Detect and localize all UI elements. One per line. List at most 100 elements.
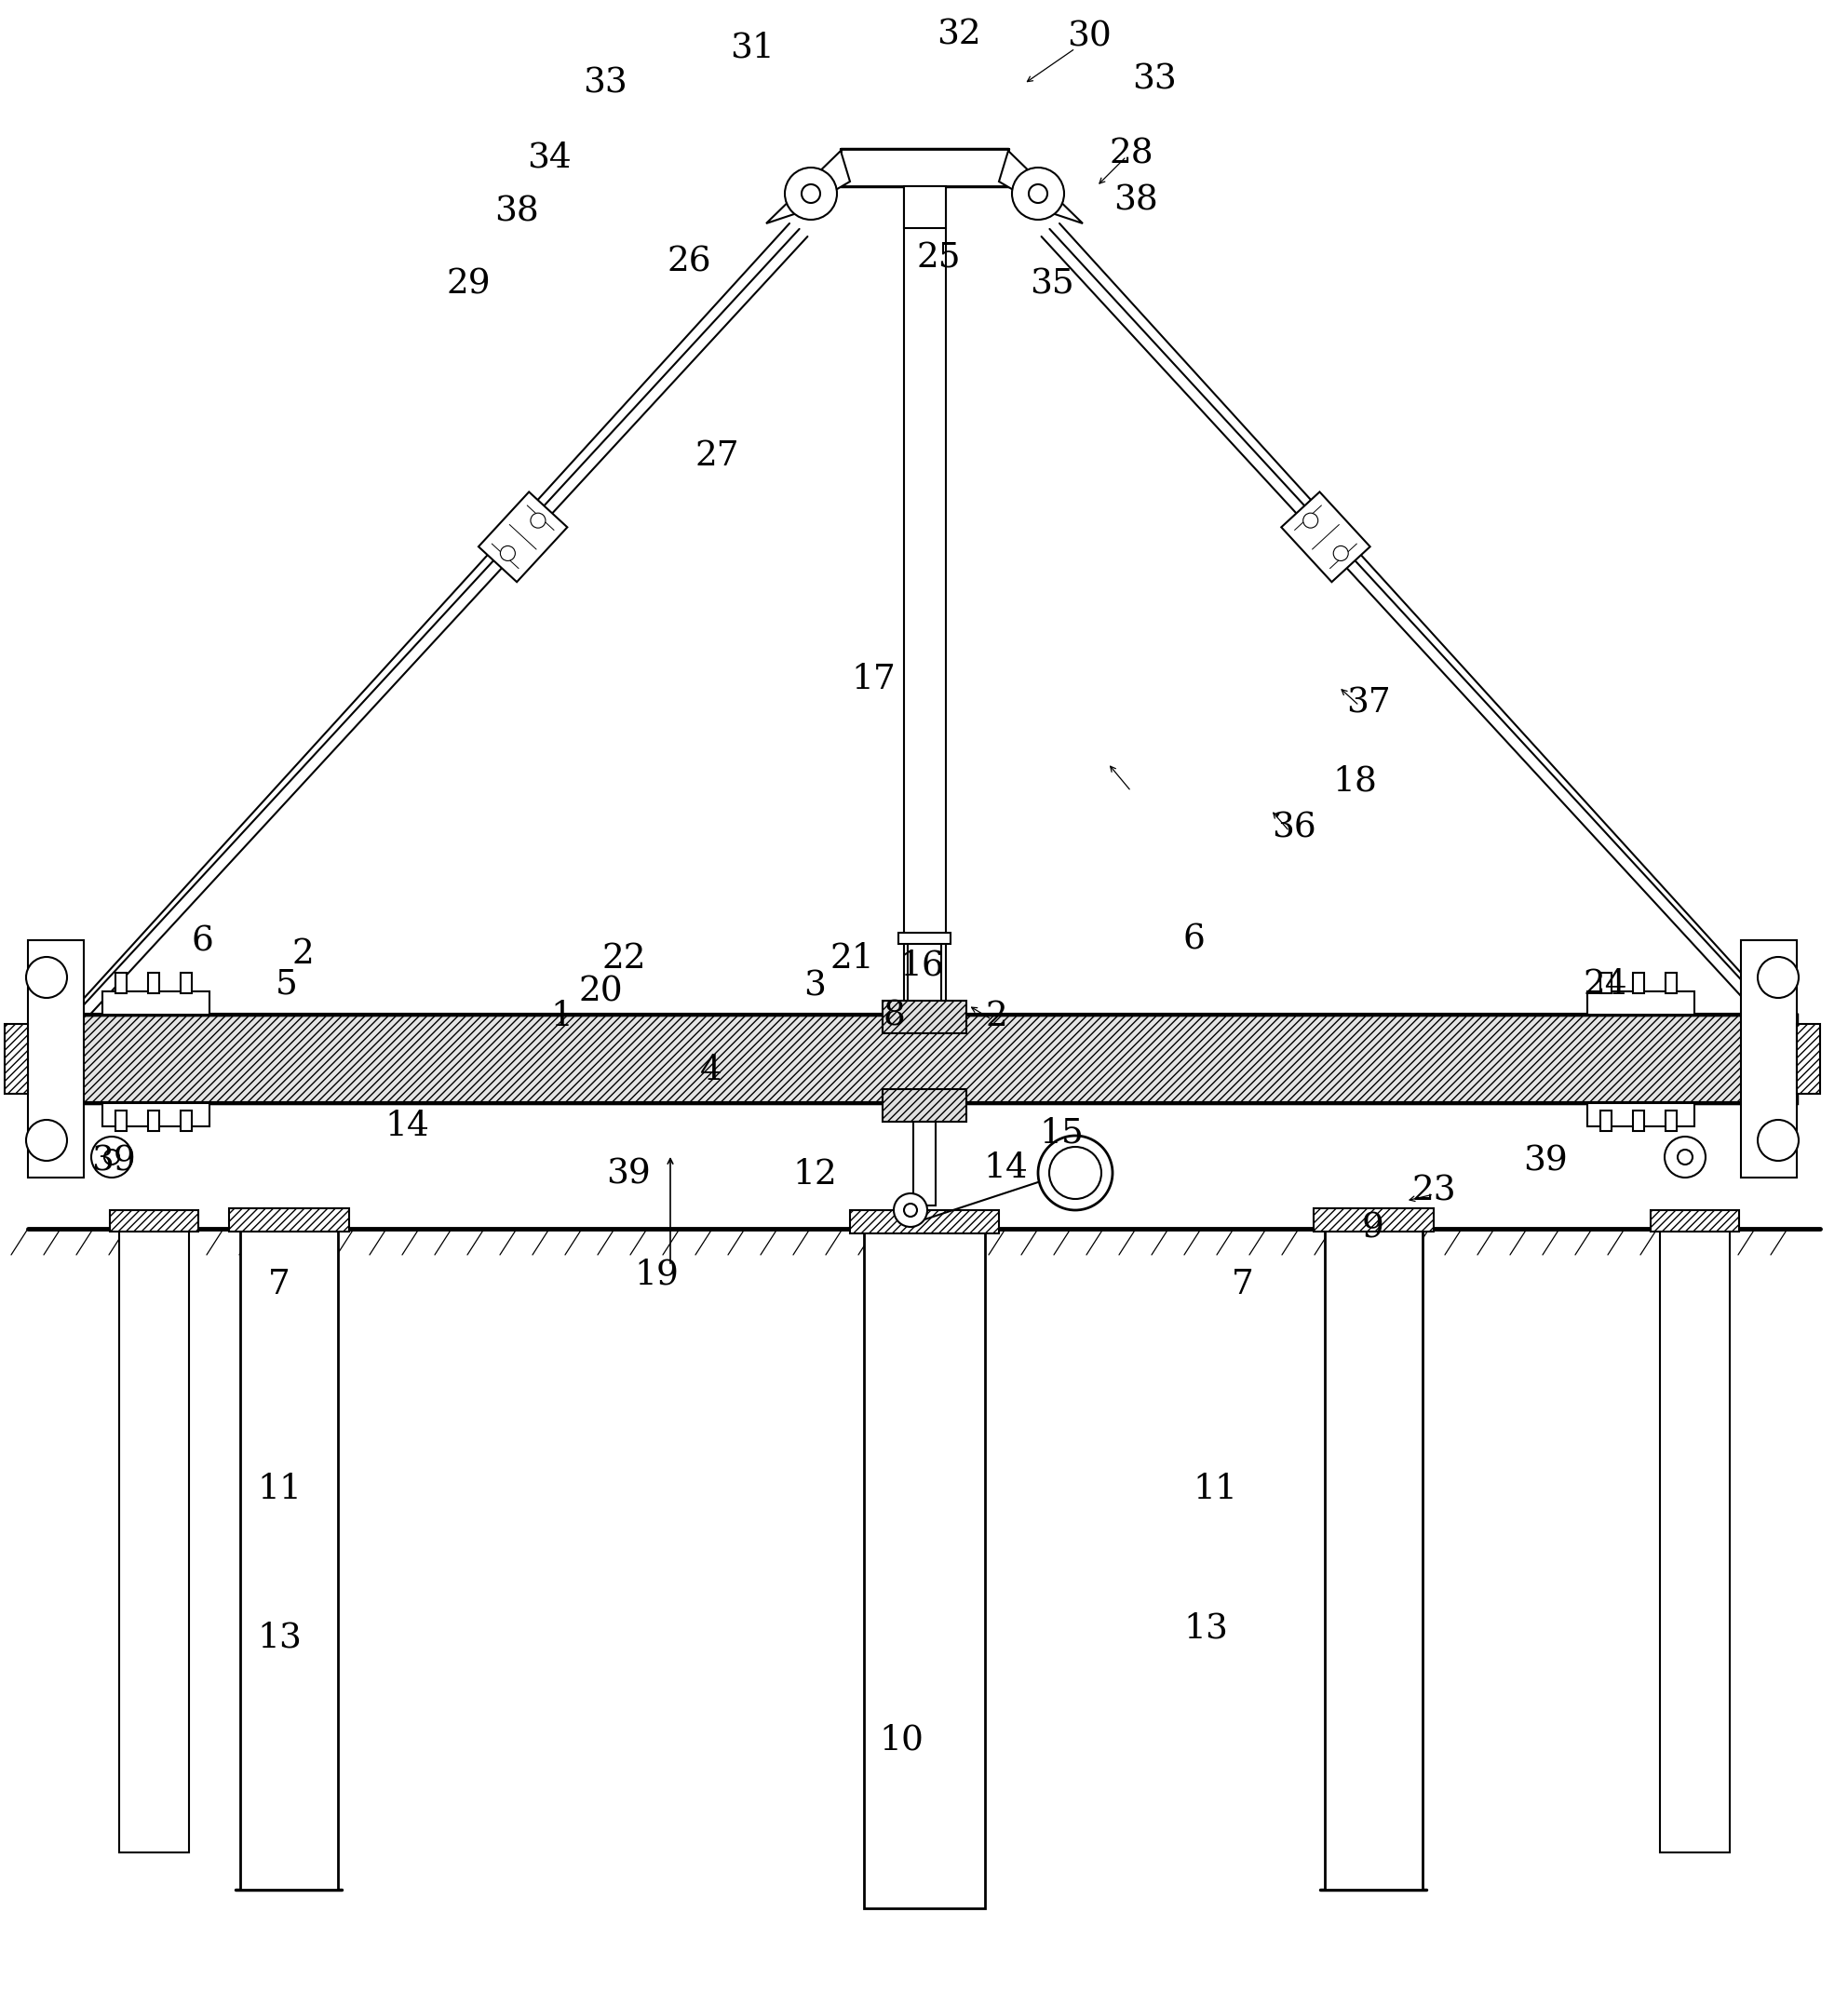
Circle shape — [802, 183, 821, 203]
Text: 25: 25 — [917, 241, 961, 275]
Text: 15: 15 — [1039, 1116, 1083, 1150]
Text: 34: 34 — [527, 142, 571, 175]
Bar — [1587, 991, 1695, 1014]
Text: 38: 38 — [495, 195, 540, 229]
Text: 20: 20 — [578, 975, 623, 1008]
Text: 22: 22 — [602, 943, 645, 975]
Text: 30: 30 — [1066, 20, 1111, 54]
Bar — [181, 1110, 192, 1130]
Text: 26: 26 — [667, 245, 711, 279]
Text: 32: 32 — [937, 18, 981, 52]
Text: 1: 1 — [551, 1000, 573, 1032]
Text: 9: 9 — [1362, 1212, 1384, 1246]
Text: 24: 24 — [1584, 969, 1628, 1002]
Text: 7: 7 — [1233, 1268, 1255, 1301]
Bar — [1796, 1024, 1820, 1094]
Bar — [115, 1110, 128, 1130]
Text: 17: 17 — [850, 664, 896, 696]
Circle shape — [1757, 1120, 1798, 1160]
Bar — [865, 1230, 985, 1907]
Bar — [181, 973, 192, 993]
Text: 18: 18 — [1332, 765, 1377, 799]
Text: 21: 21 — [830, 943, 874, 975]
Bar — [1660, 1230, 1730, 1851]
Text: 39: 39 — [1523, 1144, 1567, 1178]
Bar — [898, 933, 950, 945]
Text: 6: 6 — [190, 925, 213, 959]
Circle shape — [26, 1120, 67, 1160]
Polygon shape — [1000, 151, 1083, 223]
Text: 29: 29 — [445, 267, 490, 301]
Circle shape — [1334, 546, 1349, 560]
Bar — [913, 1122, 935, 1206]
Text: 31: 31 — [730, 32, 774, 66]
Bar — [229, 1208, 349, 1232]
Bar — [6, 1024, 28, 1094]
Bar — [883, 1088, 967, 1122]
Text: 11: 11 — [1192, 1473, 1238, 1507]
Bar — [1650, 1210, 1739, 1232]
Text: 2: 2 — [985, 1000, 1007, 1032]
Text: 13: 13 — [257, 1622, 301, 1654]
Bar — [883, 1000, 967, 1032]
Circle shape — [1757, 957, 1798, 998]
Bar — [102, 1102, 209, 1126]
Text: 2: 2 — [292, 937, 314, 971]
Text: 23: 23 — [1412, 1174, 1456, 1208]
Bar — [1741, 941, 1796, 1178]
Text: 14: 14 — [384, 1110, 429, 1144]
Bar — [1600, 1110, 1611, 1130]
Text: 39: 39 — [606, 1158, 650, 1192]
Bar — [841, 149, 1009, 185]
Bar — [118, 1230, 188, 1851]
Circle shape — [91, 1136, 133, 1178]
Text: 38: 38 — [1114, 183, 1159, 217]
Bar — [1325, 1230, 1423, 1889]
Bar — [109, 1210, 198, 1232]
Text: 10: 10 — [880, 1724, 924, 1758]
Text: 16: 16 — [900, 949, 944, 983]
Bar — [102, 991, 209, 1014]
Circle shape — [26, 957, 67, 998]
Text: 13: 13 — [1183, 1612, 1227, 1646]
Bar — [148, 1110, 159, 1130]
Polygon shape — [479, 492, 567, 582]
Text: 11: 11 — [257, 1473, 301, 1507]
Circle shape — [1050, 1146, 1101, 1200]
Text: 12: 12 — [793, 1158, 837, 1192]
Text: 33: 33 — [582, 68, 626, 100]
Bar — [904, 181, 946, 1010]
Bar — [1665, 973, 1676, 993]
Polygon shape — [1281, 492, 1369, 582]
Bar — [1634, 1110, 1645, 1130]
Text: 5: 5 — [275, 969, 298, 1002]
Circle shape — [1013, 167, 1064, 219]
Circle shape — [1039, 1136, 1112, 1210]
Text: 36: 36 — [1271, 811, 1316, 845]
Bar — [1665, 1110, 1676, 1130]
Polygon shape — [767, 151, 850, 223]
Bar — [1634, 973, 1645, 993]
Bar — [907, 941, 941, 1014]
Bar — [28, 941, 83, 1178]
Bar — [52, 1014, 1796, 1102]
Circle shape — [894, 1194, 928, 1228]
Circle shape — [1029, 183, 1048, 203]
Circle shape — [1678, 1150, 1693, 1164]
Bar — [850, 1210, 1000, 1234]
Bar — [148, 973, 159, 993]
Circle shape — [785, 167, 837, 219]
Text: 39: 39 — [91, 1144, 135, 1178]
Text: 35: 35 — [1029, 267, 1074, 301]
Text: 19: 19 — [634, 1258, 678, 1291]
Circle shape — [501, 546, 516, 560]
Text: 28: 28 — [1109, 138, 1153, 169]
Text: 6: 6 — [1183, 923, 1205, 957]
Text: 27: 27 — [695, 438, 739, 472]
Text: 4: 4 — [700, 1054, 723, 1088]
Text: 37: 37 — [1347, 686, 1392, 719]
Circle shape — [1665, 1136, 1706, 1178]
Bar — [1314, 1208, 1434, 1232]
Circle shape — [1303, 512, 1318, 528]
Circle shape — [103, 1150, 118, 1164]
